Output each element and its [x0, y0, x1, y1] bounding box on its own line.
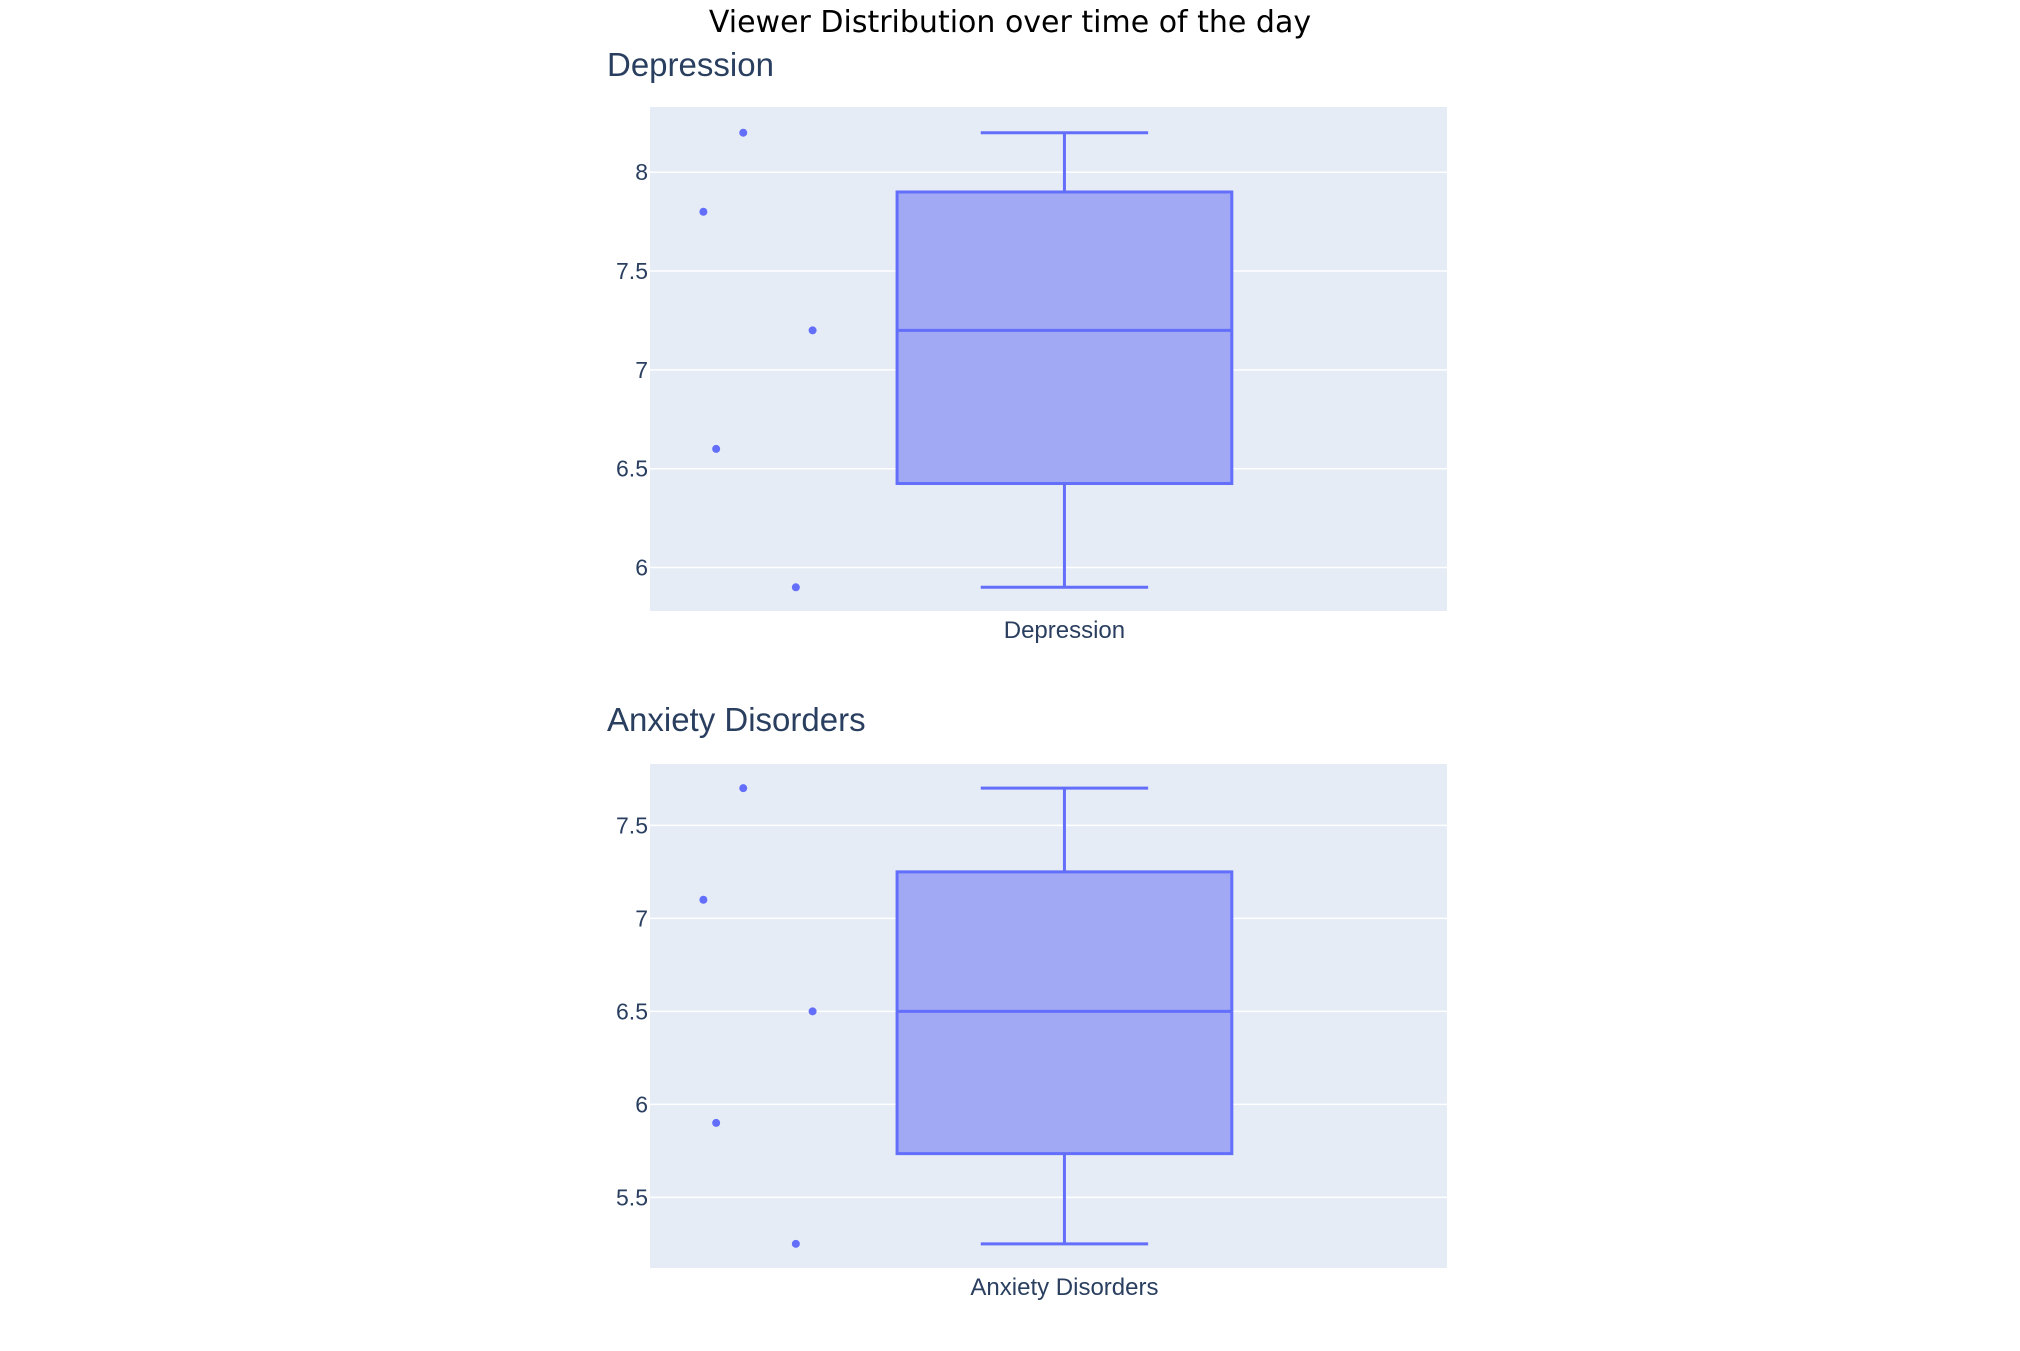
x-category-label: Depression: [1004, 617, 1125, 644]
y-tick-label: 7.5: [616, 812, 648, 838]
data-point: [712, 444, 721, 453]
data-point: [739, 128, 748, 137]
y-tick-label: 7.5: [616, 258, 648, 284]
data-point: [739, 784, 748, 793]
y-tick-label: 6.5: [616, 998, 648, 1024]
chart-title: Viewer Distribution over time of the day: [709, 5, 1311, 40]
subplot-title: Depression: [607, 46, 774, 83]
y-tick-label: 7: [635, 905, 648, 931]
data-point: [808, 326, 817, 335]
subplot-title: Anxiety Disorders: [607, 701, 866, 738]
chart-panel: Depression 6 6.5 7 7.5 8 Depression: [607, 46, 1447, 644]
chart-panels: Depression 6 6.5 7 7.5 8 Depression Anxiety Dis…: [607, 46, 1447, 1301]
data-point: [699, 895, 708, 904]
chart-panel: Anxiety Disorders 5.5 6 6.5 7 7.5 Anxiety Diso…: [607, 701, 1447, 1301]
data-point: [712, 1118, 721, 1127]
data-point: [808, 1007, 817, 1016]
y-tick-label: 8: [635, 159, 648, 185]
y-tick-label: 5.5: [616, 1184, 648, 1210]
y-tick-label: 6: [635, 1091, 648, 1117]
data-point: [791, 583, 800, 592]
data-point: [699, 207, 708, 216]
x-category-label: Anxiety Disorders: [970, 1274, 1158, 1301]
y-tick-label: 7: [635, 357, 648, 383]
data-point: [791, 1239, 800, 1248]
y-tick-label: 6: [635, 555, 648, 581]
y-tick-label: 6.5: [616, 456, 648, 482]
iqr-box: [895, 190, 1234, 486]
